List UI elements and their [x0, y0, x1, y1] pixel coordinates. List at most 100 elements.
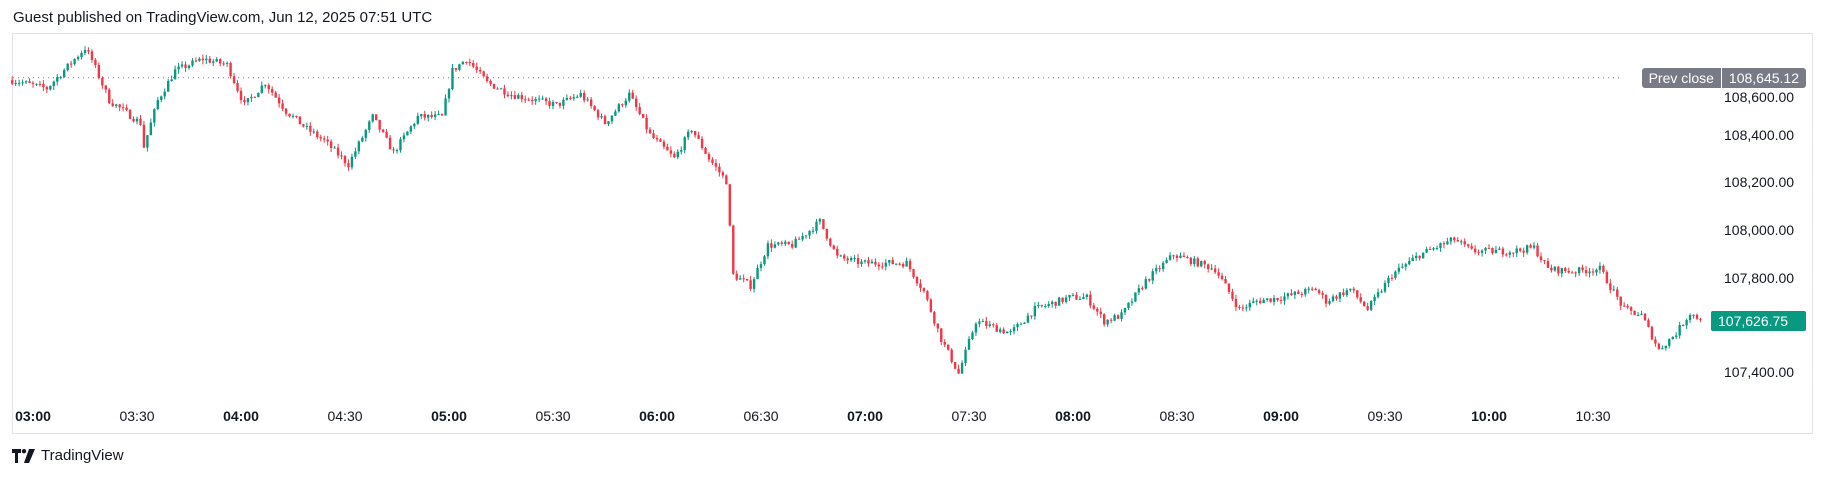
time-tick: 06:30 — [743, 408, 779, 424]
candle-body — [787, 241, 790, 245]
candle-body — [596, 110, 600, 118]
candle-body — [1290, 293, 1293, 295]
candle-body — [281, 103, 284, 109]
candle-body — [763, 256, 766, 265]
candle-body — [1494, 249, 1498, 254]
candle-body — [978, 321, 981, 324]
candle-body — [808, 230, 811, 236]
candle-body — [1588, 271, 1591, 274]
candle-body — [797, 238, 801, 240]
candle-body — [766, 243, 770, 257]
candle-body — [1654, 339, 1657, 344]
candle-body — [1207, 264, 1210, 270]
candle-body — [662, 141, 666, 147]
candle-body — [815, 221, 818, 231]
candle-body — [66, 63, 69, 71]
candle-body — [447, 89, 451, 99]
candle-body — [323, 138, 326, 140]
candle-body — [1640, 313, 1643, 315]
candle-body — [960, 362, 964, 374]
candle-body — [1037, 305, 1040, 307]
candle-body — [298, 116, 302, 125]
candle-body — [1456, 240, 1459, 242]
candle-body — [583, 92, 586, 101]
candle-body — [974, 323, 978, 333]
candle-body — [555, 102, 558, 104]
candle-body — [707, 153, 711, 160]
candle-body — [971, 332, 974, 340]
candle-body — [1522, 250, 1525, 253]
candle-body — [215, 59, 218, 62]
candle-body — [42, 83, 45, 88]
candle-body — [56, 77, 59, 82]
candle-body — [759, 264, 763, 268]
candle-body — [593, 105, 596, 111]
candle-body — [905, 260, 908, 267]
candle-body — [409, 126, 413, 132]
candle-body — [773, 244, 777, 248]
candle-body — [1172, 255, 1175, 257]
candle-body — [468, 62, 471, 64]
candle-body — [1234, 298, 1238, 308]
candle-body — [1144, 279, 1147, 289]
candle-body — [992, 324, 995, 326]
candle-body — [149, 122, 153, 136]
candle-body — [1460, 241, 1463, 243]
candle-body — [666, 146, 669, 151]
candle-body — [1532, 245, 1536, 248]
candle-body — [870, 261, 874, 264]
candle-body — [964, 349, 967, 363]
candle-body — [479, 69, 482, 72]
candle-body — [548, 101, 551, 106]
candle-body — [1473, 248, 1477, 253]
candle-body — [291, 115, 295, 117]
candle-body — [1463, 241, 1466, 245]
candle-body — [1009, 331, 1012, 333]
candle-body — [1078, 298, 1082, 300]
candle-body — [1508, 252, 1511, 255]
candle-body — [1498, 248, 1501, 250]
candle-body — [874, 261, 877, 265]
price-tick: 107,800.00 — [1724, 270, 1795, 286]
candle-body — [1082, 297, 1085, 299]
candle-body — [236, 83, 239, 91]
candle-body — [801, 236, 804, 240]
candle-body — [1349, 288, 1352, 291]
candle-body — [1186, 257, 1189, 259]
candle-body — [1116, 315, 1120, 319]
candle-body — [139, 118, 142, 125]
candle-body — [1491, 247, 1494, 254]
candle-body — [718, 166, 721, 173]
candle-body — [586, 99, 589, 101]
candle-body — [901, 263, 905, 267]
candle-body — [770, 243, 773, 248]
candle-body — [846, 258, 849, 261]
candle-body — [1096, 308, 1099, 312]
candle-body — [1051, 301, 1054, 304]
candle-body — [614, 111, 617, 116]
tradingview-logo[interactable]: TradingView — [12, 447, 124, 464]
candle-body — [180, 64, 184, 67]
candle-body — [1626, 305, 1629, 308]
candle-body — [728, 184, 731, 226]
candle-body — [635, 98, 638, 108]
candle-body — [524, 99, 527, 101]
candle-body — [1380, 291, 1383, 293]
candle-body — [631, 92, 634, 99]
candle-body — [1120, 312, 1123, 319]
candle-body — [184, 64, 187, 69]
candle-body — [513, 95, 517, 99]
candle-body — [83, 50, 87, 53]
candle-body — [1543, 260, 1546, 262]
candle-body — [87, 50, 90, 52]
candle-body — [1557, 266, 1560, 274]
chart-pane[interactable] — [12, 33, 1813, 434]
candle-body — [357, 141, 361, 152]
candle-body — [1519, 248, 1522, 251]
candle-body — [163, 91, 166, 97]
candle-body — [1262, 299, 1265, 303]
candle-body — [1168, 255, 1172, 260]
candle-body — [1501, 248, 1505, 255]
candle-body — [544, 98, 548, 102]
